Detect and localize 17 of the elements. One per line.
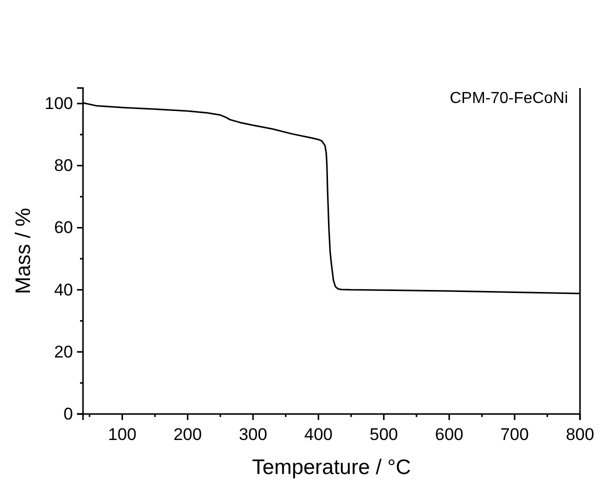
x-tick-label: 700 xyxy=(500,425,529,444)
x-tick-label: 200 xyxy=(173,425,202,444)
annotation: CPM-70-FeCoNi xyxy=(450,90,568,107)
x-tick-label: 500 xyxy=(370,425,398,444)
y-tick-label: 80 xyxy=(54,156,73,176)
y-axis-title: Mass / % xyxy=(12,208,35,294)
x-tick-label: 600 xyxy=(435,425,464,444)
x-axis-title: Temperature / °C xyxy=(252,456,411,479)
y-tick-label: 60 xyxy=(54,218,73,238)
y-tick-label: 0 xyxy=(64,404,73,424)
x-tick-label: 100 xyxy=(108,425,136,444)
x-tick-label: 400 xyxy=(304,425,333,444)
y-tick-label: 40 xyxy=(54,280,73,300)
x-tick-label: 800 xyxy=(566,425,594,444)
x-tick-label: 300 xyxy=(238,425,268,444)
y-tick-label: 20 xyxy=(54,342,73,362)
y-tick-label: 100 xyxy=(44,94,73,113)
